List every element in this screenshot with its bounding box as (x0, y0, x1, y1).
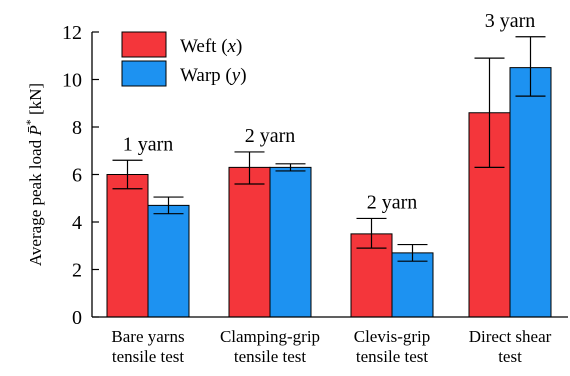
y-axis-title-unit: [kN] (26, 83, 45, 119)
bar-warp-2 (391, 252, 434, 318)
legend-swatch-weft (121, 31, 167, 58)
legend-label-warp: Warp (y) (180, 65, 247, 86)
x-tick-label-0-line-0: Bare yarns (111, 327, 184, 346)
y-tick-label-2: 2 (72, 260, 82, 282)
legend-label-variable: x (227, 36, 237, 57)
group-annotation-0: 1 yarn (123, 133, 174, 155)
y-tick-label-10: 10 (62, 70, 82, 92)
error-bars-layer (112, 36, 546, 262)
x-tick-label-1-line-0: Clamping-grip (220, 327, 320, 346)
legend-label-text: Warp ( (180, 65, 232, 86)
legend-label-text: Weft ( (180, 36, 228, 57)
y-axis-title-symbol: P̄ (26, 125, 45, 136)
x-tick-label-2-line-1: tensile test (356, 347, 429, 366)
x-tick-label-3-line-1: test (498, 347, 522, 366)
y-tick-label-4: 4 (72, 212, 82, 234)
y-tick-label-0: 0 (72, 307, 82, 329)
legend: Weft (x)Warp (y) (121, 31, 247, 87)
annotations-layer: 1 yarn 2 yarn 2 yarn 3 yarn (123, 10, 536, 214)
bars-layer (106, 67, 552, 318)
y-axis-title: Average peak load P̄* [kN] (23, 83, 45, 266)
y-axis-title-superscript: * (23, 119, 37, 125)
legend-label-close: ) (240, 65, 246, 86)
bar-weft-1 (228, 166, 271, 318)
x-tick-label-2-line-0: Clevis-grip (354, 327, 431, 346)
legend-label-close: ) (236, 36, 242, 57)
y-tick-label-8: 8 (72, 117, 82, 139)
y-axis-title-prefix: Average peak load (26, 136, 45, 266)
group-annotation-2: 2 yarn (367, 191, 418, 213)
group-annotation-1: 2 yarn (245, 125, 296, 147)
y-ticks-layer: 0 2 4 6 8 10 12 (62, 22, 99, 329)
bar-weft-0 (106, 174, 149, 318)
group-annotation-3: 3 yarn (485, 10, 536, 32)
x-tick-label-0-line-1: tensile test (112, 347, 185, 366)
legend-label-weft: Weft (x) (180, 36, 242, 57)
bar-warp-0 (147, 204, 190, 318)
bar-warp-1 (269, 166, 312, 318)
bar-warp-3 (509, 67, 552, 318)
legend-label-variable: y (230, 65, 241, 86)
x-tick-label-1-line-1: tensile test (234, 347, 307, 366)
y-tick-label-12: 12 (62, 22, 82, 44)
legend-swatch-warp (121, 60, 167, 87)
y-tick-label-6: 6 (72, 165, 82, 187)
x-tick-label-3-line-0: Direct shear (469, 327, 552, 346)
